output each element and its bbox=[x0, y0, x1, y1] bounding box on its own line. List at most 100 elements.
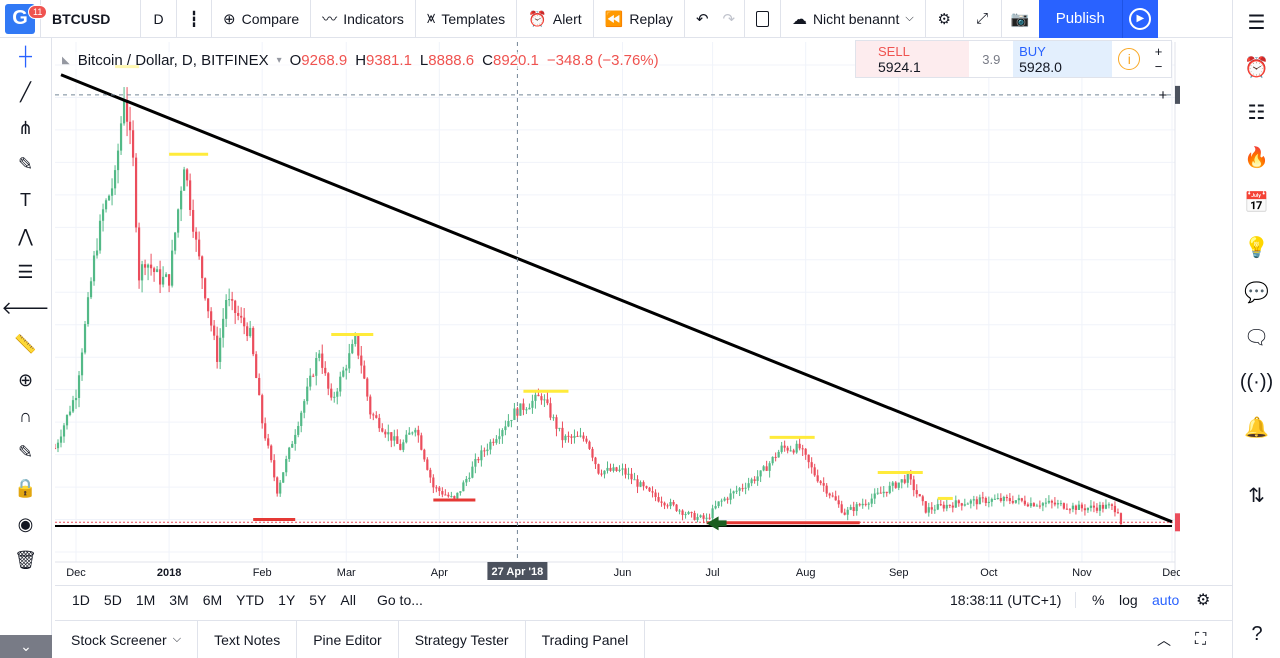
data-window-icon[interactable]: ☷ bbox=[1247, 102, 1266, 124]
alarm-clock-icon[interactable]: ⏰ bbox=[1244, 57, 1269, 79]
trash-icon[interactable]: 🗑 bbox=[14, 549, 37, 570]
lock-icon[interactable]: 🔒 bbox=[14, 477, 37, 498]
gear-icon[interactable]: ⚙ bbox=[1196, 591, 1211, 609]
text-tool-icon[interactable]: T bbox=[20, 189, 31, 210]
price-chart[interactable]: + 5000.06000.07000.08000.09000.010000.01… bbox=[55, 42, 1180, 580]
calendar-icon[interactable]: 📅 bbox=[1244, 192, 1269, 214]
candle bbox=[651, 486, 654, 498]
legend-title[interactable]: Bitcoin / Dollar, D, BITFINEX bbox=[77, 52, 269, 69]
fullscreen-button[interactable]: ⤢ bbox=[962, 0, 1001, 38]
candle bbox=[534, 392, 537, 409]
minus-button[interactable]: − bbox=[1154, 59, 1163, 74]
timeframe-6m[interactable]: 6M bbox=[202, 591, 223, 608]
timeframe-3m[interactable]: 3M bbox=[169, 591, 189, 608]
chevron-up-icon[interactable]: ︿ bbox=[1157, 631, 1171, 648]
tab-stock-screener[interactable]: Stock Screener ⌵ bbox=[55, 620, 199, 658]
prediction-tool-icon[interactable]: ☰ bbox=[17, 261, 34, 282]
candle bbox=[486, 443, 489, 456]
notifications-icon[interactable]: 🔔 bbox=[1244, 417, 1269, 439]
undo-icon[interactable]: ↶ bbox=[695, 10, 709, 28]
pattern-tool-icon[interactable]: ⋀ bbox=[18, 225, 33, 246]
timeframe-1m[interactable]: 1M bbox=[135, 591, 156, 608]
goto-button[interactable]: Go to... bbox=[376, 591, 423, 608]
chats-icon[interactable]: 💬 bbox=[1244, 282, 1269, 304]
candle-body bbox=[861, 503, 864, 506]
candle bbox=[1074, 504, 1078, 515]
trendline[interactable] bbox=[60, 73, 1173, 524]
alert-button[interactable]: ⏰ Alert bbox=[516, 0, 592, 38]
candle bbox=[540, 393, 543, 405]
timeframe-1y[interactable]: 1Y bbox=[278, 591, 296, 608]
watchlist-icon[interactable]: ☰ bbox=[1247, 12, 1266, 34]
magnet-icon[interactable]: ∩ bbox=[19, 405, 32, 426]
timeframe-ytd[interactable]: YTD bbox=[236, 591, 265, 608]
tab-pine-editor[interactable]: Pine Editor bbox=[297, 620, 399, 658]
ruler-icon[interactable]: 📏 bbox=[14, 333, 37, 354]
hotlist-icon[interactable]: 🔥 bbox=[1244, 147, 1269, 169]
redo-icon[interactable]: ↷ bbox=[722, 10, 736, 28]
auto-toggle[interactable]: auto bbox=[1152, 591, 1180, 608]
candle bbox=[999, 493, 1002, 503]
candle bbox=[933, 504, 936, 514]
collapse-icon[interactable]: ◣ bbox=[62, 55, 70, 66]
tab-text-notes[interactable]: Text Notes bbox=[198, 620, 298, 658]
lock-drawing-icon[interactable]: ✎ bbox=[17, 441, 34, 462]
timeframe-all[interactable]: All bbox=[340, 591, 356, 608]
brush-tool-icon[interactable]: ✎ bbox=[17, 153, 34, 174]
fullscreen-layout-button[interactable] bbox=[743, 0, 780, 38]
templates-button[interactable]: ⩙ Templates bbox=[414, 0, 516, 38]
layout-name-button[interactable]: ☁ Nicht benannt ⌵ bbox=[779, 0, 925, 38]
timeframe-5d[interactable]: 5D bbox=[103, 591, 122, 608]
maximize-icon[interactable]: ⛶ bbox=[1195, 630, 1207, 648]
symbol-search[interactable]: BTCUSD bbox=[40, 0, 140, 38]
hide-toolbar-button[interactable]: ⌄ bbox=[0, 635, 52, 658]
price-axis[interactable] bbox=[1175, 42, 1180, 580]
crosshair-plus-icon[interactable]: + bbox=[1159, 87, 1168, 104]
settings-button[interactable]: ⚙ bbox=[924, 0, 963, 38]
clock[interactable]: 18:38:11 (UTC+1) bbox=[950, 591, 1062, 608]
plus-button[interactable]: + bbox=[1154, 44, 1163, 59]
compare-button[interactable]: ⊕ Compare bbox=[211, 0, 310, 38]
candle-body bbox=[1011, 501, 1014, 503]
candle bbox=[813, 463, 816, 477]
candle-body bbox=[777, 451, 780, 458]
candle bbox=[1113, 501, 1117, 517]
info-button[interactable]: i bbox=[1112, 41, 1146, 77]
replay-button[interactable]: ⏪ Replay bbox=[592, 0, 684, 38]
trendline-tool-icon[interactable]: ╱ bbox=[20, 81, 31, 102]
percent-toggle[interactable]: % bbox=[1092, 591, 1105, 608]
sell-button[interactable]: SELL 5924.1 bbox=[856, 41, 970, 77]
tab-trading-panel[interactable]: Trading Panel bbox=[526, 620, 646, 658]
chevron-down-icon[interactable]: ▾ bbox=[276, 55, 282, 66]
crosshair-icon[interactable]: ┼ bbox=[19, 45, 32, 66]
candle bbox=[228, 288, 231, 307]
publish-button[interactable]: Publish bbox=[1038, 0, 1122, 38]
indicators-button[interactable]: 〰 Indicators bbox=[310, 0, 415, 38]
buy-button[interactable]: BUY 5928.0 bbox=[1013, 41, 1113, 77]
pitchfork-tool-icon[interactable]: ⋔ bbox=[17, 117, 34, 138]
candle bbox=[594, 456, 597, 469]
log-toggle[interactable]: log bbox=[1119, 591, 1138, 608]
publish-play-button[interactable]: ▶ bbox=[1121, 0, 1158, 38]
ideas-icon[interactable]: 💡 bbox=[1244, 237, 1269, 259]
zoom-in-icon[interactable]: ⊕ bbox=[17, 369, 34, 390]
arrow-marker[interactable] bbox=[706, 516, 727, 531]
eye-icon[interactable]: ◉ bbox=[17, 513, 34, 534]
order-book-icon[interactable]: ⇅ bbox=[1248, 484, 1265, 507]
streams-icon[interactable]: ((·)) bbox=[1239, 371, 1274, 393]
interval-button[interactable]: D bbox=[140, 0, 176, 38]
user-menu[interactable]: G 11 bbox=[0, 0, 48, 38]
tab-strategy-tester[interactable]: Strategy Tester bbox=[399, 620, 526, 658]
play-icon: ▶ bbox=[1129, 7, 1152, 30]
buy-label: BUY bbox=[1019, 44, 1046, 59]
snapshot-button[interactable]: 📷 bbox=[1000, 0, 1039, 38]
help-icon[interactable]: ? bbox=[1251, 623, 1263, 645]
timeframe-5y[interactable]: 5Y bbox=[309, 591, 327, 608]
chart-type-button[interactable]: ┇ bbox=[176, 0, 211, 38]
back-arrow-icon[interactable]: 🡐 bbox=[1, 297, 50, 318]
trading-widget: SELL 5924.1 3.9 BUY 5928.0 i + − bbox=[855, 40, 1172, 78]
messages-icon[interactable]: 🗨 bbox=[1243, 327, 1270, 349]
time-tick-label: Apr bbox=[431, 567, 448, 579]
timeframe-1d[interactable]: 1D bbox=[72, 591, 90, 608]
candle bbox=[945, 499, 948, 512]
